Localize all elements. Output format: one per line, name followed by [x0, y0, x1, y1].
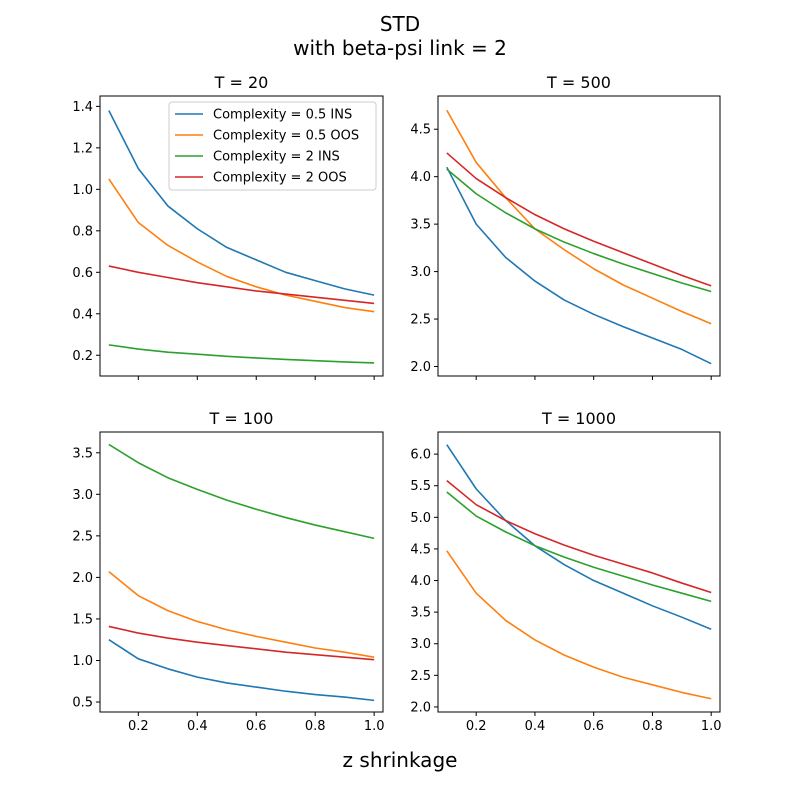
y-tick-label: 5.5	[410, 479, 431, 494]
y-tick-label: 3.5	[410, 606, 431, 621]
x-tick-label: 0.8	[642, 719, 663, 734]
series-line-complexity-2-ins	[446, 168, 712, 293]
series-line-complexity-0-5-oos	[446, 109, 712, 325]
subplot-1: T = 20 0.2 0.4 0.6 0.8 1.0 1.2 1.4 Complexity = …	[72, 73, 384, 380]
y-tick-label: 0.4	[72, 307, 93, 322]
x-tick-label: 0.2	[466, 719, 487, 734]
x-tick-label: 0.2	[128, 719, 149, 734]
series-line-complexity-2-oos	[108, 625, 375, 661]
y-tick-label: 6.0	[410, 448, 431, 463]
y-tick-label: 2.0	[72, 571, 93, 586]
axes-frame	[99, 95, 384, 377]
y-tick-label: 2.0	[410, 700, 431, 715]
subplot-3: T = 100 0.5 1.0 1.5 2.0 2.5 3.0 3.5 0.2 0.4 0.6 0.8…	[72, 409, 384, 734]
series-line-complexity-2-ins	[108, 344, 375, 364]
y-tick-label: 3.5	[72, 446, 93, 461]
series-line-complexity-0-5-oos	[108, 570, 375, 658]
subplot-title: T = 100	[209, 409, 274, 428]
y-tick-label: 0.6	[72, 266, 93, 281]
series-line-complexity-2-ins	[446, 491, 712, 603]
y-tick-label: 2.5	[410, 313, 431, 328]
axes-frame	[437, 431, 721, 713]
y-tick-label: 1.2	[72, 141, 93, 156]
y-tick-label: 1.0	[72, 183, 93, 198]
y-tick-label: 1.5	[72, 612, 93, 627]
figure-title: STD	[379, 12, 421, 36]
subplot-2: T = 500 2.0 2.5 3.0 3.5 4.0 4.5	[410, 73, 721, 380]
y-tick-label: 4.0	[410, 574, 431, 589]
x-tick-label: 0.6	[246, 719, 267, 734]
x-tick-label: 1.0	[364, 719, 385, 734]
x-tick-label: 0.6	[583, 719, 604, 734]
y-tick-label: 2.5	[72, 529, 93, 544]
legend: Complexity = 0.5 INS Complexity = 0.5 OOS…	[168, 101, 377, 191]
subplot-title: T = 1000	[541, 409, 616, 428]
series-line-complexity-0-5-ins	[446, 166, 712, 365]
y-tick-label: 3.0	[410, 637, 431, 652]
series-line-complexity-2-ins	[108, 443, 375, 540]
y-tick-label: 4.0	[410, 170, 431, 185]
series-line-complexity-0-5-ins	[108, 639, 375, 702]
x-tick-label: 0.4	[525, 719, 546, 734]
y-tick-label: 1.0	[72, 654, 93, 669]
axes-frame	[99, 431, 384, 713]
legend-entry: Complexity = 2 OOS	[213, 171, 347, 186]
y-tick-label: 3.5	[410, 218, 431, 233]
series-line-complexity-2-oos	[108, 265, 375, 305]
series-line-complexity-0-5-ins	[446, 444, 712, 630]
y-tick-label: 3.0	[72, 488, 93, 503]
figure-subtitle: with beta-psi link = 2	[293, 36, 507, 60]
x-tick-label: 1.0	[701, 719, 722, 734]
series-line-complexity-0-5-ins	[108, 110, 375, 296]
y-tick-label: 2.5	[410, 669, 431, 684]
subplot-title: T = 500	[546, 73, 611, 92]
y-tick-label: 3.0	[410, 265, 431, 280]
y-tick-label: 1.4	[72, 100, 93, 115]
axes-frame	[437, 95, 721, 377]
y-tick-label: 5.0	[410, 511, 431, 526]
legend-entry: Complexity = 2 INS	[213, 150, 340, 165]
series-line-complexity-0-5-oos	[108, 178, 375, 313]
legend-entry: Complexity = 0.5 INS	[213, 108, 352, 123]
series-line-complexity-2-oos	[446, 480, 712, 594]
y-tick-label: 0.2	[72, 349, 93, 364]
y-tick-label: 0.5	[72, 696, 93, 711]
y-tick-label: 4.5	[410, 123, 431, 138]
series-line-complexity-2-oos	[446, 152, 712, 287]
x-axis-label: z shrinkage	[342, 748, 458, 772]
series-line-complexity-0-5-oos	[446, 550, 712, 700]
y-tick-label: 2.0	[410, 360, 431, 375]
x-tick-label: 0.8	[305, 719, 326, 734]
legend-box	[168, 101, 377, 191]
subplot-4: T = 1000 2.0 2.5 3.0 3.5 4.0 4.5 5.0 5.5 6.0 0.2 0.…	[410, 409, 721, 734]
subplot-title: T = 20	[214, 73, 269, 92]
y-tick-label: 4.5	[410, 542, 431, 557]
y-tick-label: 0.8	[72, 224, 93, 239]
legend-entry: Complexity = 0.5 OOS	[213, 129, 359, 144]
x-tick-label: 0.4	[187, 719, 208, 734]
